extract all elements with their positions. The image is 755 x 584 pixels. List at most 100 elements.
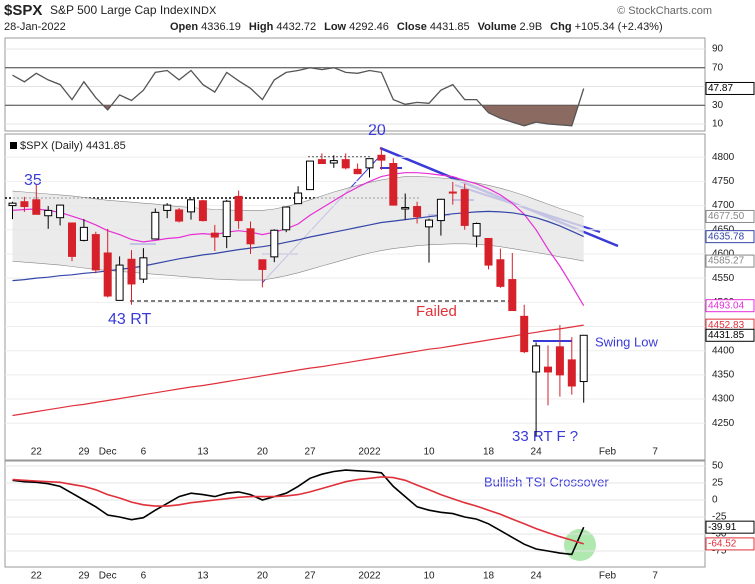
- y-tick-label: 4400: [712, 345, 735, 356]
- candle-body: [234, 195, 243, 222]
- y-tick-label: -50: [712, 529, 727, 540]
- candle-body: [472, 222, 481, 237]
- x-tick-label: 18: [483, 571, 495, 582]
- legend-swatch: [10, 142, 17, 149]
- annotation: 43 RT: [108, 311, 152, 328]
- field-value: 4431.85: [430, 21, 470, 33]
- candle-body: [413, 206, 422, 218]
- candle-body: [103, 252, 112, 297]
- price-legend: $SPX (Daily) 4431.85: [20, 140, 126, 152]
- last-value-label: -39.91: [708, 522, 737, 533]
- field-label: Chg: [550, 21, 571, 33]
- candle-body: [389, 163, 398, 206]
- legend-label: $SPX (Daily): [20, 140, 83, 152]
- last-value-box: [705, 209, 755, 223]
- candle-body: [508, 279, 517, 312]
- x-tick-label: 6: [141, 571, 147, 582]
- x-tick-label: Feb: [599, 571, 617, 582]
- candle-body: [448, 191, 457, 194]
- x-tick-label: 7: [652, 447, 658, 458]
- candle-body: [555, 346, 564, 376]
- tsi-panel: [4, 460, 706, 568]
- x-tick-label: 7: [652, 571, 658, 582]
- last-value-label: 4493.04: [708, 300, 745, 311]
- candle-body: [520, 315, 529, 353]
- field-label: Open: [170, 21, 198, 33]
- x-tick-label: 2022: [358, 447, 381, 458]
- candle-body: [341, 159, 350, 169]
- candle-body: [151, 211, 160, 240]
- candle-body: [282, 206, 291, 231]
- annotation: Bullish TSI Crossover: [484, 474, 609, 489]
- y-tick-label: 50: [712, 461, 724, 472]
- y-tick-label: 4800: [712, 152, 735, 163]
- candle-body: [222, 200, 231, 238]
- x-tick-label: 13: [197, 571, 209, 582]
- quote-fields: Open 4336.19 High 4432.72 Low 4292.46 Close 443…: [170, 21, 663, 33]
- x-tick-label: 29: [78, 447, 90, 458]
- candle-body: [56, 204, 65, 219]
- last-value-label: 4431.85: [708, 330, 745, 341]
- last-value-box: [705, 254, 755, 268]
- indicator-line: [12, 67, 585, 127]
- last-value-box: [705, 520, 755, 534]
- y-tick-label: 70: [712, 62, 724, 73]
- x-tick-label: 10: [423, 571, 435, 582]
- field-value: 4432.72: [276, 21, 316, 33]
- field-label: Close: [397, 21, 427, 33]
- x-tick-label: 29: [78, 571, 90, 582]
- candle-body: [377, 154, 386, 161]
- x-tick-label: Feb: [599, 447, 617, 458]
- indicator-line: [12, 476, 584, 545]
- candle-body: [20, 201, 29, 208]
- source: © StockCharts.com: [617, 5, 712, 17]
- y-tick-label: -75: [712, 546, 727, 557]
- x-tick-label: 6: [141, 447, 147, 458]
- index-name: S&P 500 Large Cap Index: [50, 3, 189, 17]
- x-tick-label: 22: [31, 447, 43, 458]
- field-label: High: [249, 21, 274, 33]
- x-tick-label: 24: [531, 447, 543, 458]
- candle-body: [91, 234, 100, 271]
- last-value-label: 47.87: [708, 83, 733, 94]
- candle-body: [246, 228, 255, 245]
- y-tick-label: 4350: [712, 370, 735, 381]
- candle-body: [401, 207, 410, 210]
- x-tick-label: 13: [197, 447, 209, 458]
- last-value-box: [705, 328, 755, 342]
- x-tick-label: 24: [531, 571, 543, 582]
- x-tick-label: Dec: [99, 571, 117, 582]
- candle-body: [115, 264, 124, 301]
- oversold-fill: [12, 105, 584, 126]
- rsi-panel: [4, 37, 706, 132]
- y-tick-label: 4550: [712, 273, 735, 284]
- candle-body: [294, 192, 303, 205]
- price-panel: [4, 133, 706, 461]
- candle-body: [365, 158, 374, 169]
- last-value-box: [705, 537, 755, 551]
- last-value-box: [705, 299, 755, 313]
- annotation: 20: [368, 122, 386, 139]
- candle-body: [163, 204, 172, 211]
- candle-body: [425, 219, 433, 228]
- y-tick-label: -25: [712, 512, 727, 523]
- annotation: Swing Low: [595, 334, 658, 349]
- candle-body: [139, 257, 148, 280]
- candle-body: [198, 200, 207, 222]
- candle-body: [317, 159, 326, 165]
- candle-body: [329, 160, 338, 164]
- candle-body: [460, 189, 469, 226]
- y-tick-label: 0: [712, 495, 718, 506]
- x-tick-label: 27: [304, 571, 316, 582]
- y-tick-label: 4300: [712, 394, 735, 405]
- y-tick-label: 4250: [712, 418, 735, 429]
- y-tick-label: 4700: [712, 200, 735, 211]
- candle-body: [44, 209, 53, 217]
- candle-body: [496, 259, 505, 287]
- x-tick-label: 20: [257, 447, 269, 458]
- x-tick-label: 20: [257, 571, 269, 582]
- annotation: Failed: [416, 303, 457, 320]
- candle-body: [258, 259, 267, 270]
- last-value-label: 4677.50: [708, 211, 745, 222]
